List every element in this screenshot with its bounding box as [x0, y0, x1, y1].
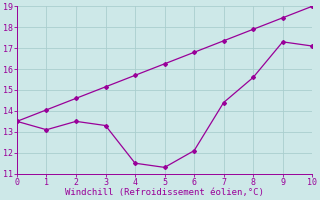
X-axis label: Windchill (Refroidissement éolien,°C): Windchill (Refroidissement éolien,°C) [65, 188, 264, 197]
